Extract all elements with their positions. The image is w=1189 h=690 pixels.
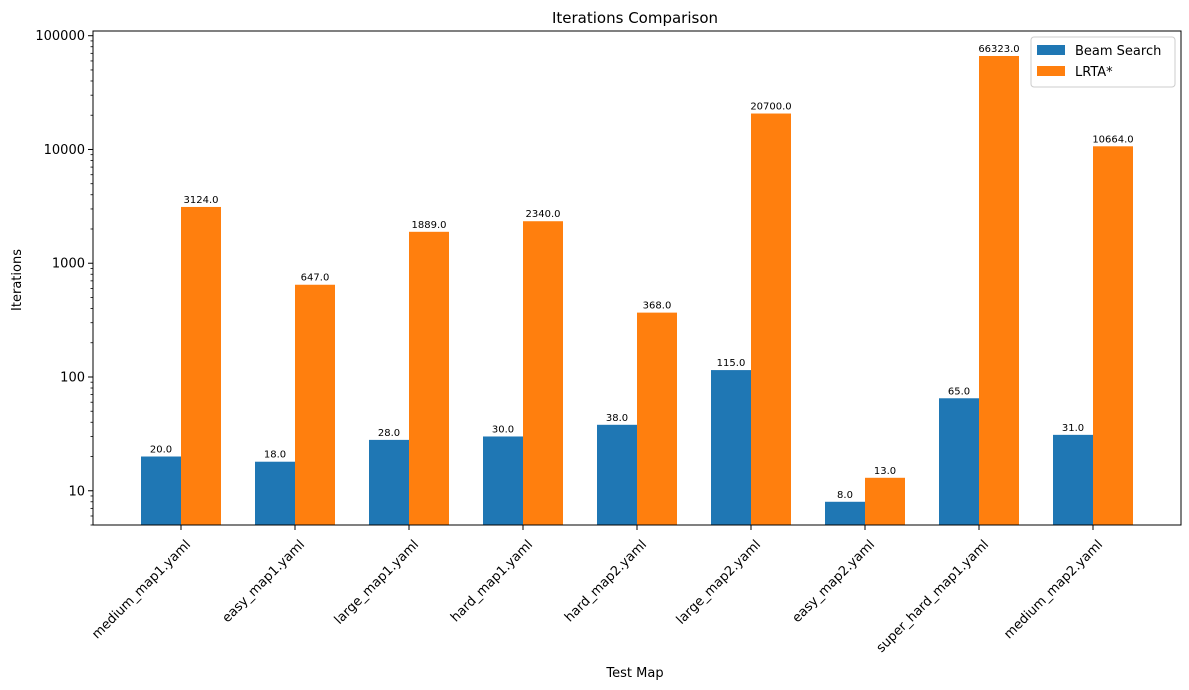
y-tick-label: 10000 xyxy=(44,143,85,158)
legend-label-beam-search: Beam Search xyxy=(1075,44,1161,59)
data-labels-group: 20.0 3124.0 18.0 647.0 28.0 1889.0 30.0 2340.0 3… xyxy=(150,44,1134,501)
bar-lrta-7 xyxy=(979,55,1019,526)
bar-beam-search-0 xyxy=(141,456,181,525)
data-label-lrta-4: 368.0 xyxy=(643,301,672,312)
bar-lrta-6 xyxy=(865,477,905,525)
bar-beam-search-8 xyxy=(1053,434,1093,525)
bar-beam-search-1 xyxy=(255,461,295,525)
data-label-beam-search-1: 18.0 xyxy=(264,450,286,461)
y-axis-ticks: 10 100 1000 10000 100000 xyxy=(35,29,93,526)
data-label-lrta-3: 2340.0 xyxy=(526,209,561,220)
bar-beam-search-7 xyxy=(939,398,979,525)
y-tick-label: 10 xyxy=(68,484,85,499)
data-label-lrta-2: 1889.0 xyxy=(412,220,447,231)
bar-lrta-5 xyxy=(751,113,791,525)
legend-box xyxy=(1030,36,1176,88)
data-label-beam-search-8: 31.0 xyxy=(1062,423,1084,434)
bars-group xyxy=(141,55,1133,526)
bar-lrta-8 xyxy=(1093,146,1133,525)
y-tick-label: 100000 xyxy=(35,29,85,44)
data-label-lrta-8: 10664.0 xyxy=(1092,134,1133,145)
data-label-lrta-7: 66323.0 xyxy=(978,44,1019,55)
data-label-lrta-0: 3124.0 xyxy=(184,195,219,206)
data-label-beam-search-4: 38.0 xyxy=(606,413,628,424)
plot-frame xyxy=(92,30,1182,526)
data-label-lrta-1: 647.0 xyxy=(301,273,330,284)
legend: Beam Search LRTA* xyxy=(1030,36,1176,88)
legend-label-lrta: LRTA* xyxy=(1075,65,1113,80)
data-label-lrta-5: 20700.0 xyxy=(750,102,791,113)
bar-beam-search-2 xyxy=(369,439,409,525)
data-label-beam-search-3: 30.0 xyxy=(492,424,514,435)
legend-swatch-beam-search xyxy=(1037,45,1065,55)
bar-lrta-3 xyxy=(523,221,563,526)
bar-lrta-4 xyxy=(637,312,677,525)
y-tick-label: 1000 xyxy=(52,257,85,272)
y-axis-label: Iterations xyxy=(10,249,25,311)
data-label-beam-search-0: 20.0 xyxy=(150,445,172,456)
bar-beam-search-4 xyxy=(597,424,637,525)
bar-lrta-1 xyxy=(295,284,335,525)
bar-beam-search-6 xyxy=(825,501,865,525)
bar-lrta-2 xyxy=(409,231,449,525)
bar-beam-search-3 xyxy=(483,436,523,525)
data-label-beam-search-7: 65.0 xyxy=(948,386,970,397)
legend-swatch-lrta xyxy=(1037,66,1065,76)
y-tick-label: 100 xyxy=(60,370,85,385)
data-label-beam-search-2: 28.0 xyxy=(378,428,400,439)
data-label-beam-search-6: 8.0 xyxy=(837,490,853,501)
data-label-lrta-6: 13.0 xyxy=(874,466,896,477)
x-axis-label: Test Map xyxy=(605,666,663,681)
bar-beam-search-5 xyxy=(711,370,751,525)
data-label-beam-search-5: 115.0 xyxy=(717,358,746,369)
bar-lrta-0 xyxy=(181,206,221,525)
chart-title: Iterations Comparison xyxy=(552,9,718,27)
